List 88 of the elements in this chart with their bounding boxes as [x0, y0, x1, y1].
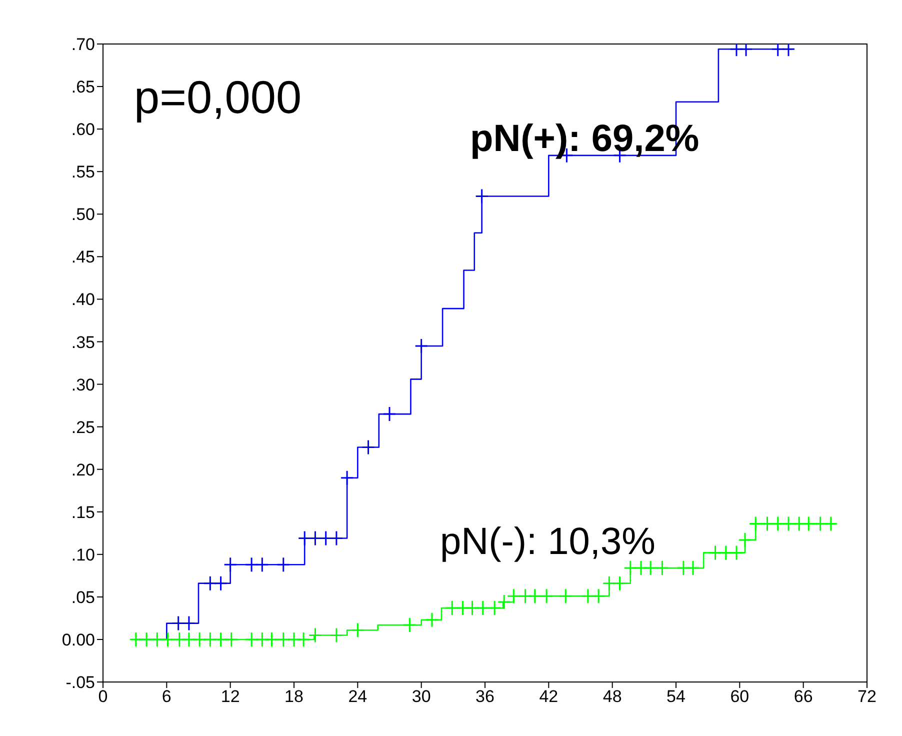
annotation: p=0,000 [134, 71, 302, 123]
x-tick-label: 18 [284, 687, 304, 706]
point [330, 530, 344, 546]
y-tick-label: 0.00 [62, 630, 95, 650]
point [506, 588, 520, 604]
point [528, 588, 542, 604]
point [456, 600, 470, 616]
point [298, 530, 312, 546]
point [730, 544, 744, 560]
y-tick-label: .05 [71, 588, 95, 607]
point [466, 600, 480, 616]
point [748, 516, 762, 532]
x-tick-label: 42 [539, 687, 558, 706]
x-tick-label: 24 [348, 687, 368, 706]
point [558, 588, 572, 604]
point [276, 632, 290, 648]
point [602, 576, 616, 592]
point [214, 576, 228, 592]
y-tick-label: .55 [71, 162, 95, 182]
point [362, 439, 376, 455]
x-tick-label: 54 [666, 687, 686, 706]
point [613, 576, 627, 592]
y-tick-label: .15 [71, 502, 95, 522]
point [540, 588, 554, 604]
y-tick-label: .10 [71, 545, 95, 564]
point [150, 632, 164, 648]
point [182, 616, 196, 632]
point [192, 632, 206, 648]
point [782, 516, 796, 532]
point [739, 44, 753, 57]
point [476, 600, 490, 616]
point [350, 622, 364, 638]
x-tick-label: 72 [858, 687, 876, 706]
point [330, 627, 344, 643]
point [214, 632, 228, 648]
y-tick-label: .40 [71, 290, 95, 310]
y-tick-label: -.05 [66, 673, 95, 692]
point [624, 560, 638, 576]
y-tick-label: .20 [71, 460, 95, 480]
y-tick-label: .60 [71, 120, 95, 140]
y-tick-label: .45 [71, 248, 95, 267]
x-tick-label: 60 [730, 687, 750, 706]
point [382, 406, 396, 422]
point [203, 576, 217, 592]
point [140, 632, 154, 648]
y-tick-label: .70 [71, 35, 95, 54]
point [224, 632, 238, 648]
point [738, 532, 752, 548]
x-tick-label: 6 [162, 687, 172, 706]
point [771, 44, 785, 57]
point [224, 556, 238, 572]
series-label: pN(-): 10,3% [440, 521, 656, 563]
point [255, 556, 269, 572]
y-tick-label: .50 [71, 205, 95, 224]
point [296, 632, 310, 648]
y-tick-label: .30 [71, 375, 95, 394]
y-tick-label: .35 [71, 332, 95, 352]
point [308, 627, 322, 643]
point [276, 556, 290, 572]
x-tick-label: 12 [220, 687, 240, 706]
y-tick-label: .65 [71, 78, 95, 97]
point [581, 588, 595, 604]
point [402, 617, 416, 633]
point [340, 470, 354, 486]
point [488, 600, 502, 616]
point [497, 594, 511, 610]
point [475, 188, 489, 204]
x-tick-label: 48 [602, 687, 622, 706]
y-tick-label: .25 [71, 418, 95, 437]
point [782, 44, 796, 57]
x-tick-label: 30 [412, 687, 431, 706]
point [425, 612, 439, 628]
point [203, 632, 217, 648]
point [414, 338, 428, 354]
point [244, 632, 258, 648]
x-tick-label: 66 [794, 687, 813, 706]
x-tick-label: 0 [98, 687, 108, 706]
point [445, 600, 459, 616]
point [644, 560, 658, 576]
point [655, 560, 669, 576]
x-tick-label: 36 [476, 687, 494, 706]
point [264, 632, 278, 648]
point [160, 632, 174, 648]
point [244, 556, 258, 572]
point [686, 560, 700, 576]
point [824, 516, 838, 532]
point [592, 588, 606, 604]
point [182, 632, 196, 648]
